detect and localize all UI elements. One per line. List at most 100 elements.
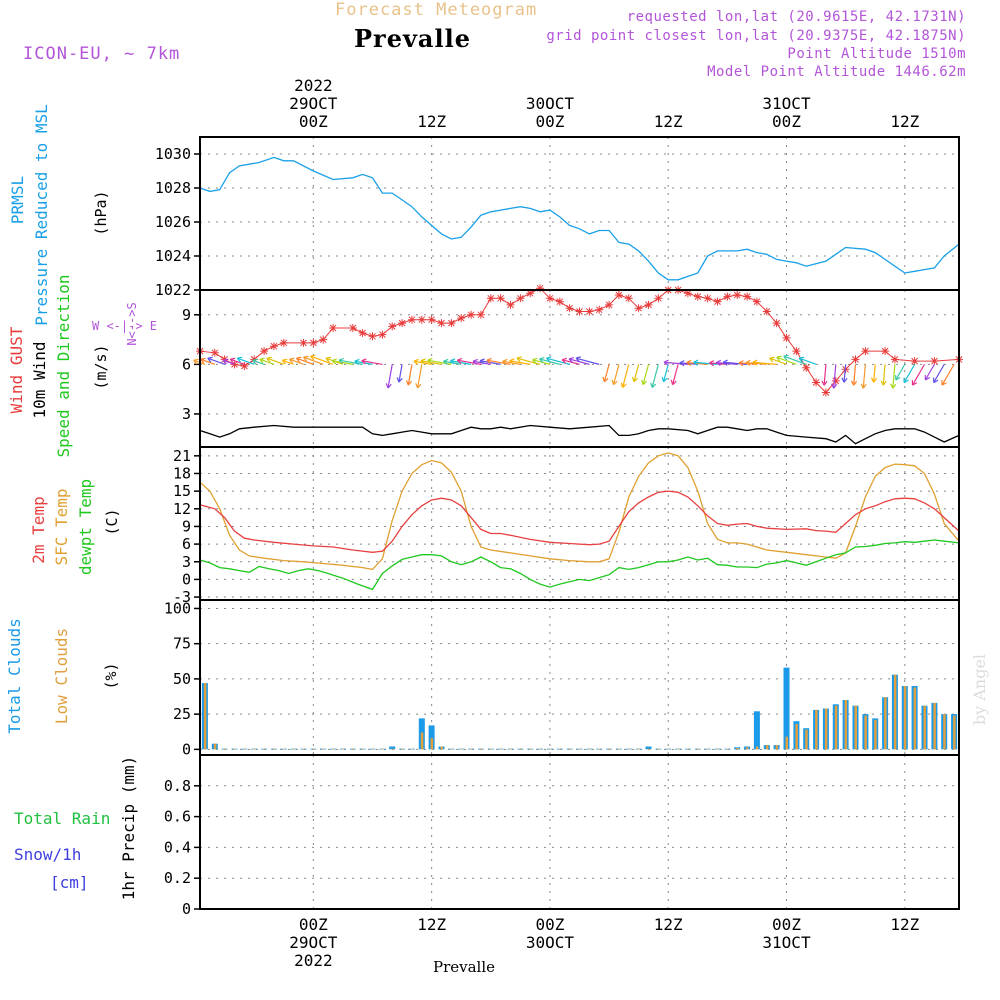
- y-tick-label: 3: [182, 405, 191, 423]
- low-cloud-bar: [440, 746, 443, 750]
- low-cloud-bar: [371, 748, 374, 750]
- gust-marker: [624, 294, 633, 303]
- low-cloud-bar: [637, 748, 641, 750]
- low-cloud-bar: [765, 745, 769, 750]
- top-tick-label: 30OCT: [526, 94, 575, 113]
- wind-direction-arrow: [288, 357, 304, 365]
- bottom-tick-label: 2022: [294, 951, 333, 970]
- y-tick-label: 0.6: [164, 808, 191, 826]
- gust-marker: [605, 300, 614, 309]
- wind-direction-arrow: [207, 356, 225, 365]
- gust-marker: [693, 292, 702, 301]
- forecast-meteogram-title: Forecast Meteogram: [335, 0, 538, 20]
- y-tick-label: 0.2: [164, 869, 191, 887]
- wind-direction-arrow: [295, 356, 314, 365]
- low-cloud-bar: [460, 748, 463, 750]
- bottom-tick-label: 30OCT: [526, 933, 575, 952]
- low-cloud-bar: [953, 715, 956, 750]
- y-tick-label: 50: [173, 670, 191, 688]
- top-tick-label: 12Z: [890, 112, 919, 131]
- gust-marker: [743, 292, 752, 301]
- low-cloud-bar: [420, 732, 424, 750]
- low-cloud-bar: [903, 686, 907, 750]
- gust-marker: [575, 307, 584, 316]
- y-tick-label: 100: [164, 599, 191, 617]
- low-cloud-bar: [884, 697, 887, 750]
- wind-direction-arrow: [222, 358, 235, 365]
- low-cloud-bar: [203, 683, 207, 750]
- direction-label: Speed and Direction: [54, 274, 73, 457]
- top-tick-label: 00Z: [299, 112, 328, 131]
- model-point-altitude: Model Point Altitude 1446.62m: [707, 64, 966, 80]
- dewpt-line: [199, 539, 960, 591]
- low-cloud-bar: [430, 738, 434, 750]
- wind-direction-arrow: [911, 364, 926, 386]
- wind-direction-arrow: [632, 364, 640, 383]
- low-cloud-bar: [785, 736, 788, 750]
- y-tick-label: 1024: [155, 247, 191, 265]
- wind-direction-arrow: [303, 355, 324, 365]
- snow-label: Snow/1h: [14, 845, 81, 864]
- wind-direction-arrow: [860, 364, 867, 389]
- low-cloud-bar: [677, 748, 680, 750]
- wind-direction-arrow: [776, 355, 797, 365]
- low-cloud-bar: [933, 702, 936, 750]
- gust-marker: [802, 363, 811, 372]
- total-cloud-bar: [389, 746, 396, 750]
- gust-marker: [723, 292, 732, 301]
- low-cloud-bar: [302, 748, 305, 750]
- gust-marker: [329, 324, 338, 332]
- wind-direction-arrow: [620, 364, 630, 388]
- bottom-tick-label: 31OCT: [762, 933, 811, 952]
- point-altitude: Point Altitude 1510m: [787, 46, 966, 62]
- y-tick-label: 1022: [155, 281, 191, 299]
- grid-point-coordinates: grid point closest lon,lat (20.9375E, 42…: [546, 28, 966, 44]
- low-cloud-bar: [834, 705, 838, 750]
- gust-marker: [565, 304, 574, 313]
- precip-unit: 1hr Precip (mm): [119, 756, 138, 901]
- wind-direction-arrow: [641, 364, 650, 386]
- low-cloud-bar: [450, 748, 453, 750]
- wind-direction-arrow: [895, 364, 906, 381]
- low-cloud-bar: [312, 748, 315, 750]
- gust-marker: [831, 376, 840, 385]
- wind-direction-arrow: [281, 358, 294, 365]
- total-cloud-bar: [783, 667, 790, 750]
- low-cloud-bar: [874, 719, 877, 750]
- t2m-label: 2m Temp: [29, 496, 48, 563]
- pressure-unit: (hPa): [92, 190, 110, 235]
- wind-direction-arrow: [798, 356, 817, 365]
- top-tick-label: 00Z: [772, 112, 801, 131]
- low-cloud-bar: [647, 748, 650, 750]
- wind-direction-arrow: [880, 364, 887, 386]
- panel-labels: PRMSL Pressure Reduced to MSL (hPa) Wind GU…: [5, 104, 157, 900]
- y-tick-label: 21: [173, 447, 191, 465]
- wind-direction-arrow: [924, 364, 935, 381]
- wind-direction-arrow: [361, 358, 383, 365]
- gust-marker: [644, 300, 653, 309]
- low-cloud-bar: [844, 700, 848, 750]
- snow-unit: [cm]: [50, 873, 89, 892]
- gust-marker: [299, 338, 308, 347]
- gust-marker: [269, 342, 278, 351]
- wind-direction-arrow: [841, 364, 848, 383]
- low-cloud-bar: [292, 748, 296, 750]
- low-cloud-bar: [736, 748, 739, 750]
- low-cloud-bar: [253, 748, 256, 750]
- gust-marker: [309, 338, 318, 347]
- top-tick-label: 12Z: [417, 112, 446, 131]
- low-cloud-bar: [696, 748, 700, 750]
- gust-marker: [467, 310, 476, 319]
- low-cloud-bar: [322, 748, 325, 750]
- low-cloud-bar: [913, 687, 917, 750]
- low-cloud-bar: [706, 748, 710, 750]
- gust-marker: [555, 297, 564, 306]
- y-tick-label: 0: [182, 570, 191, 588]
- low-cloud-bar: [351, 748, 355, 750]
- gust-marker: [792, 347, 801, 356]
- low-cloud-bar: [815, 709, 818, 750]
- y-tick-label: 0.8: [164, 777, 191, 795]
